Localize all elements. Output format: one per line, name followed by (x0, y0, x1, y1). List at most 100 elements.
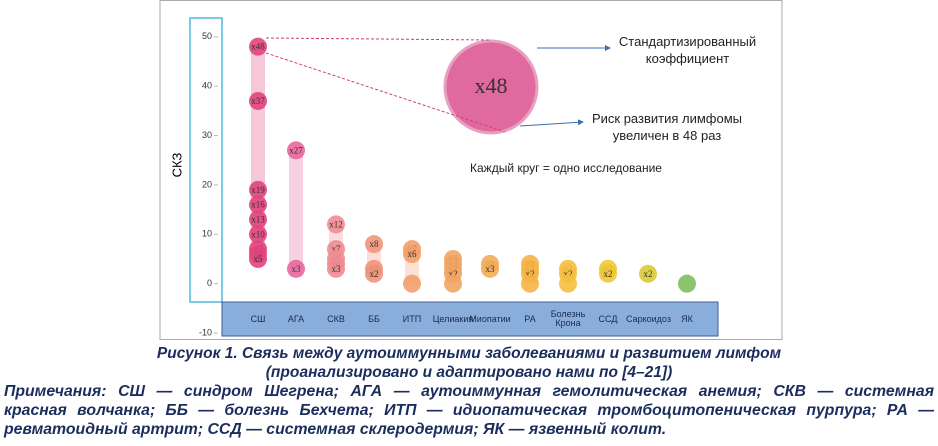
value-label: x2 (526, 269, 535, 279)
legend-guides (265, 37, 506, 133)
x-tick-label: Целиакия (432, 313, 474, 324)
value-label: x10 (251, 229, 265, 239)
study: x13 (249, 210, 267, 229)
study: x3 (287, 259, 305, 278)
study (403, 274, 421, 293)
caption: Рисунок 1. Связь между аутоиммунными заб… (0, 344, 938, 382)
value-label: x2 (564, 269, 573, 279)
study-circle (327, 215, 345, 234)
value-label: x37 (251, 96, 265, 106)
guide-line (265, 37, 491, 41)
x-tick-label: ССД (598, 313, 618, 324)
study: x8 (365, 235, 383, 254)
value-label: x16 (251, 200, 265, 210)
x-tick-label: Болезнь Крона (550, 309, 586, 328)
study-circle (444, 274, 462, 293)
study-circle (678, 274, 696, 293)
annotation: Риск развития лимфомы увеличен в 48 раз (591, 111, 743, 143)
value-label: x5 (254, 254, 264, 264)
y-tick-label: 40 (202, 81, 212, 91)
x-tick-label: СШ (250, 313, 266, 324)
value-label: x48 (251, 42, 265, 52)
y-tick-label: 0 (207, 278, 212, 288)
study: x48 (249, 37, 267, 56)
study (678, 274, 696, 293)
y-tick-label: -10 (199, 327, 212, 337)
legend-circle (443, 39, 539, 135)
study (521, 274, 539, 293)
value-label: x2 (644, 269, 653, 279)
study-circle (481, 259, 499, 278)
value-label: x19 (251, 185, 265, 195)
value-label: x7 (332, 244, 342, 254)
study: x3 (481, 259, 499, 278)
study: x6 (403, 245, 421, 264)
caption-title: Рисунок 1. Связь между аутоиммунными заб… (156, 345, 782, 362)
study-circle (249, 225, 267, 244)
study: x19 (249, 180, 267, 199)
study: x2 (639, 264, 657, 283)
study-circle (521, 274, 539, 293)
study: x5 (249, 249, 267, 268)
chart-frame (159, 0, 783, 340)
value-label: x13 (251, 215, 265, 225)
y-axis-label: СКЗ (169, 153, 184, 178)
x-tick-label: ЯК (681, 313, 693, 324)
x-tick-label: АГА (287, 313, 305, 324)
study (559, 274, 577, 293)
study: x27 (287, 141, 305, 160)
study-circle (365, 235, 383, 254)
study-circle (287, 259, 305, 278)
study-circle (639, 264, 657, 283)
study-circle (327, 259, 345, 278)
study-circle (287, 141, 305, 160)
value-label: x27 (289, 145, 303, 155)
value-label: x3 (486, 264, 496, 274)
study: x16 (249, 195, 267, 214)
x-tick-label: Миопатии (469, 313, 511, 324)
study-circle (249, 249, 267, 268)
value-label: x6 (408, 249, 418, 259)
note-line: красная волчанка; ББ — болезнь Бехчета; … (4, 402, 934, 419)
note-line: Примечания: СШ — синдром Шегрена; АГА — … (4, 383, 934, 400)
study: x2 (365, 264, 383, 283)
x-tick-label: СКВ (327, 313, 345, 324)
annotation: Каждый круг = одно исследование (470, 161, 662, 175)
x-tick-label: Саркоидоз (626, 313, 671, 324)
value-label: x3 (332, 264, 342, 274)
guide-line (265, 52, 506, 133)
caption-subtitle: (проанализировано и адаптировано нами по… (265, 364, 673, 381)
study-circle (599, 264, 617, 283)
study-circle (249, 180, 267, 199)
study (444, 274, 462, 293)
study: x3 (327, 259, 345, 278)
legend-circle-label: x48 (475, 73, 508, 98)
value-label: x8 (370, 239, 380, 249)
notes: Примечания: СШ — синдром Шегрена; АГА — … (0, 382, 938, 439)
value-label: x2 (449, 269, 458, 279)
study: x12 (327, 215, 345, 234)
range-bar (289, 150, 303, 269)
y-axis-box (189, 17, 223, 303)
x-tick-label: ББ (368, 313, 380, 324)
x-tick-label: ИТП (402, 313, 422, 324)
value-label: x3 (292, 264, 302, 274)
study: x37 (249, 91, 267, 110)
study-circle (365, 264, 383, 283)
annotation: Стандартизированный коэффициент (618, 34, 757, 66)
study-circle (249, 195, 267, 214)
study: x2 (599, 264, 617, 283)
study-circle (249, 91, 267, 110)
chart: СКЗ x48 -10 0 10 20 30 40 50 x48 x37 x19 x16 x13 x10… (159, 0, 783, 340)
y-tick-label: 30 (202, 130, 212, 140)
value-label: x2 (604, 269, 613, 279)
note-line: ревматоидный артрит; ССД — системная скл… (4, 421, 667, 438)
y-tick-label: 50 (202, 31, 212, 41)
value-label: x2 (370, 269, 379, 279)
x-tick-label: РА (524, 313, 536, 324)
category-box (221, 301, 719, 337)
study-circle (249, 37, 267, 56)
study-circle (403, 274, 421, 293)
y-tick-label: 10 (202, 229, 212, 239)
